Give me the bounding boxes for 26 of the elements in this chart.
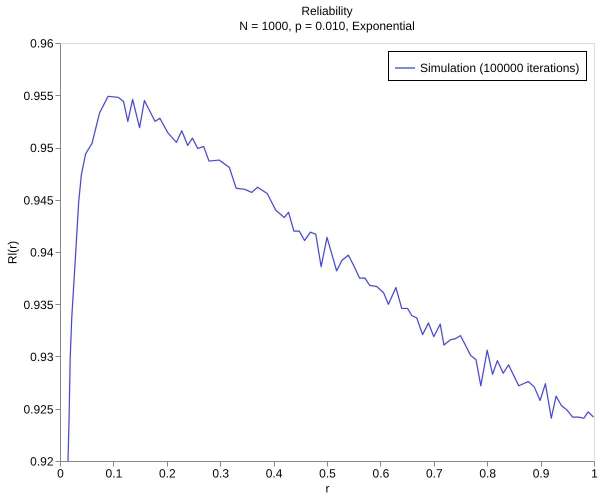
y-tick-label: 0.935	[23, 298, 54, 312]
y-tick-label: 0.945	[23, 193, 54, 208]
x-tick-label: 0.9	[532, 466, 550, 480]
y-tick-label: 0.955	[23, 88, 54, 103]
chart-subtitle: N = 1000, p = 0.010, Exponential	[239, 19, 415, 33]
x-tick-label: 0.4	[266, 466, 283, 480]
x-tick-label: 0.2	[158, 466, 176, 480]
x-tick-label: 0.5	[319, 466, 336, 480]
y-tick-label: 0.94	[30, 246, 54, 260]
y-tick-label: 0.93	[30, 350, 54, 364]
y-tick-label: 0.92	[30, 454, 54, 468]
x-tick-label: 0.3	[212, 466, 230, 480]
line-series	[67, 96, 594, 462]
x-tick-label: 0.1	[106, 466, 123, 480]
chart-title: Reliability	[301, 4, 353, 18]
x-tick-label: 0.8	[479, 466, 496, 480]
legend-label: Simulation (100000 iterations)	[420, 61, 580, 75]
x-tick-label: 1	[591, 466, 598, 480]
x-tick-label: 0.7	[426, 466, 443, 480]
y-tick-label: 0.95	[30, 141, 54, 155]
x-tick-label: 0	[57, 466, 64, 480]
y-tick-label: 0.96	[30, 36, 54, 50]
y-axis-title: Rl(r)	[5, 240, 20, 264]
x-axis-title: r	[326, 482, 330, 496]
x-tick-label: 0.6	[372, 466, 390, 480]
y-tick-label: 0.925	[23, 402, 54, 416]
